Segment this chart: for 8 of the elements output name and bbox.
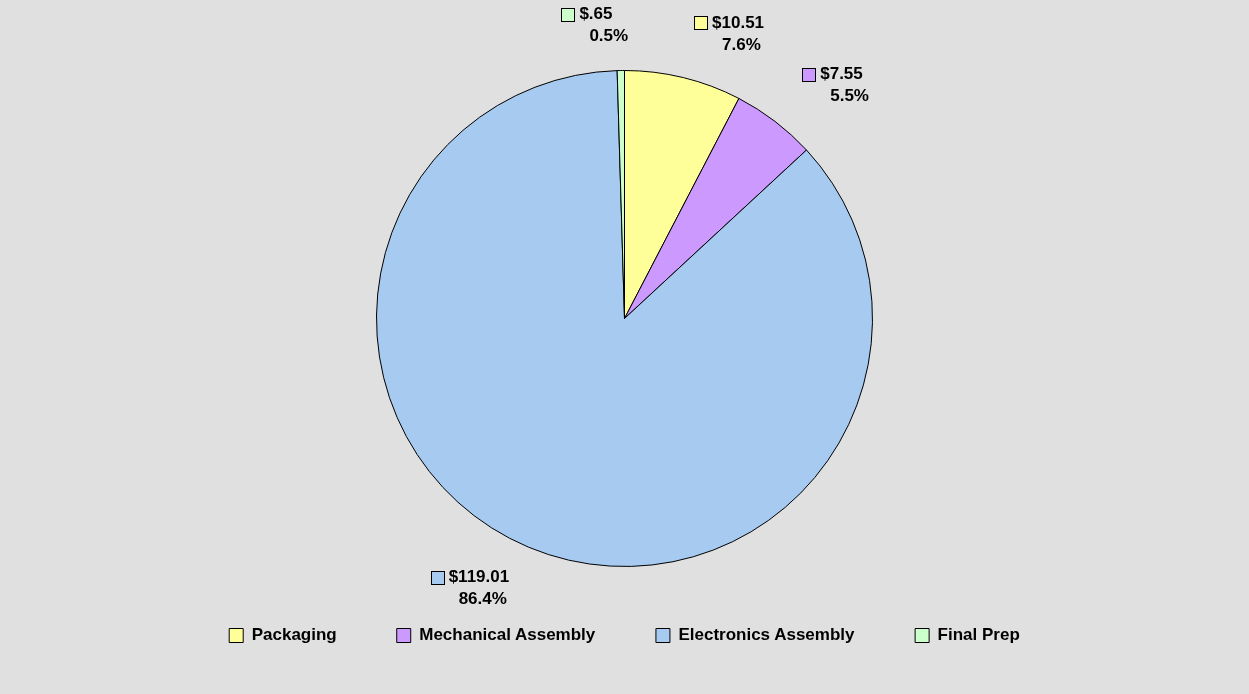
data-label: $7.55 5.5%	[820, 64, 869, 106]
legend-label: Electronics Assembly	[678, 625, 856, 645]
data-label: $10.51 7.6%	[712, 12, 765, 54]
legend-label: Mechanical Assembly	[419, 625, 596, 645]
data-label: $119.01 86.4%	[448, 567, 510, 609]
legend-label: Packaging	[251, 625, 337, 645]
legend-label: Final Prep	[937, 625, 1020, 645]
data-label: $.65 0.5%	[579, 4, 629, 46]
